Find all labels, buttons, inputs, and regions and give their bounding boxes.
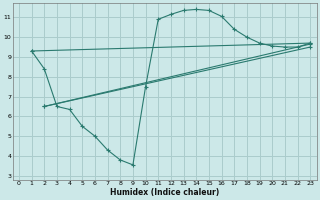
X-axis label: Humidex (Indice chaleur): Humidex (Indice chaleur)	[110, 188, 219, 197]
